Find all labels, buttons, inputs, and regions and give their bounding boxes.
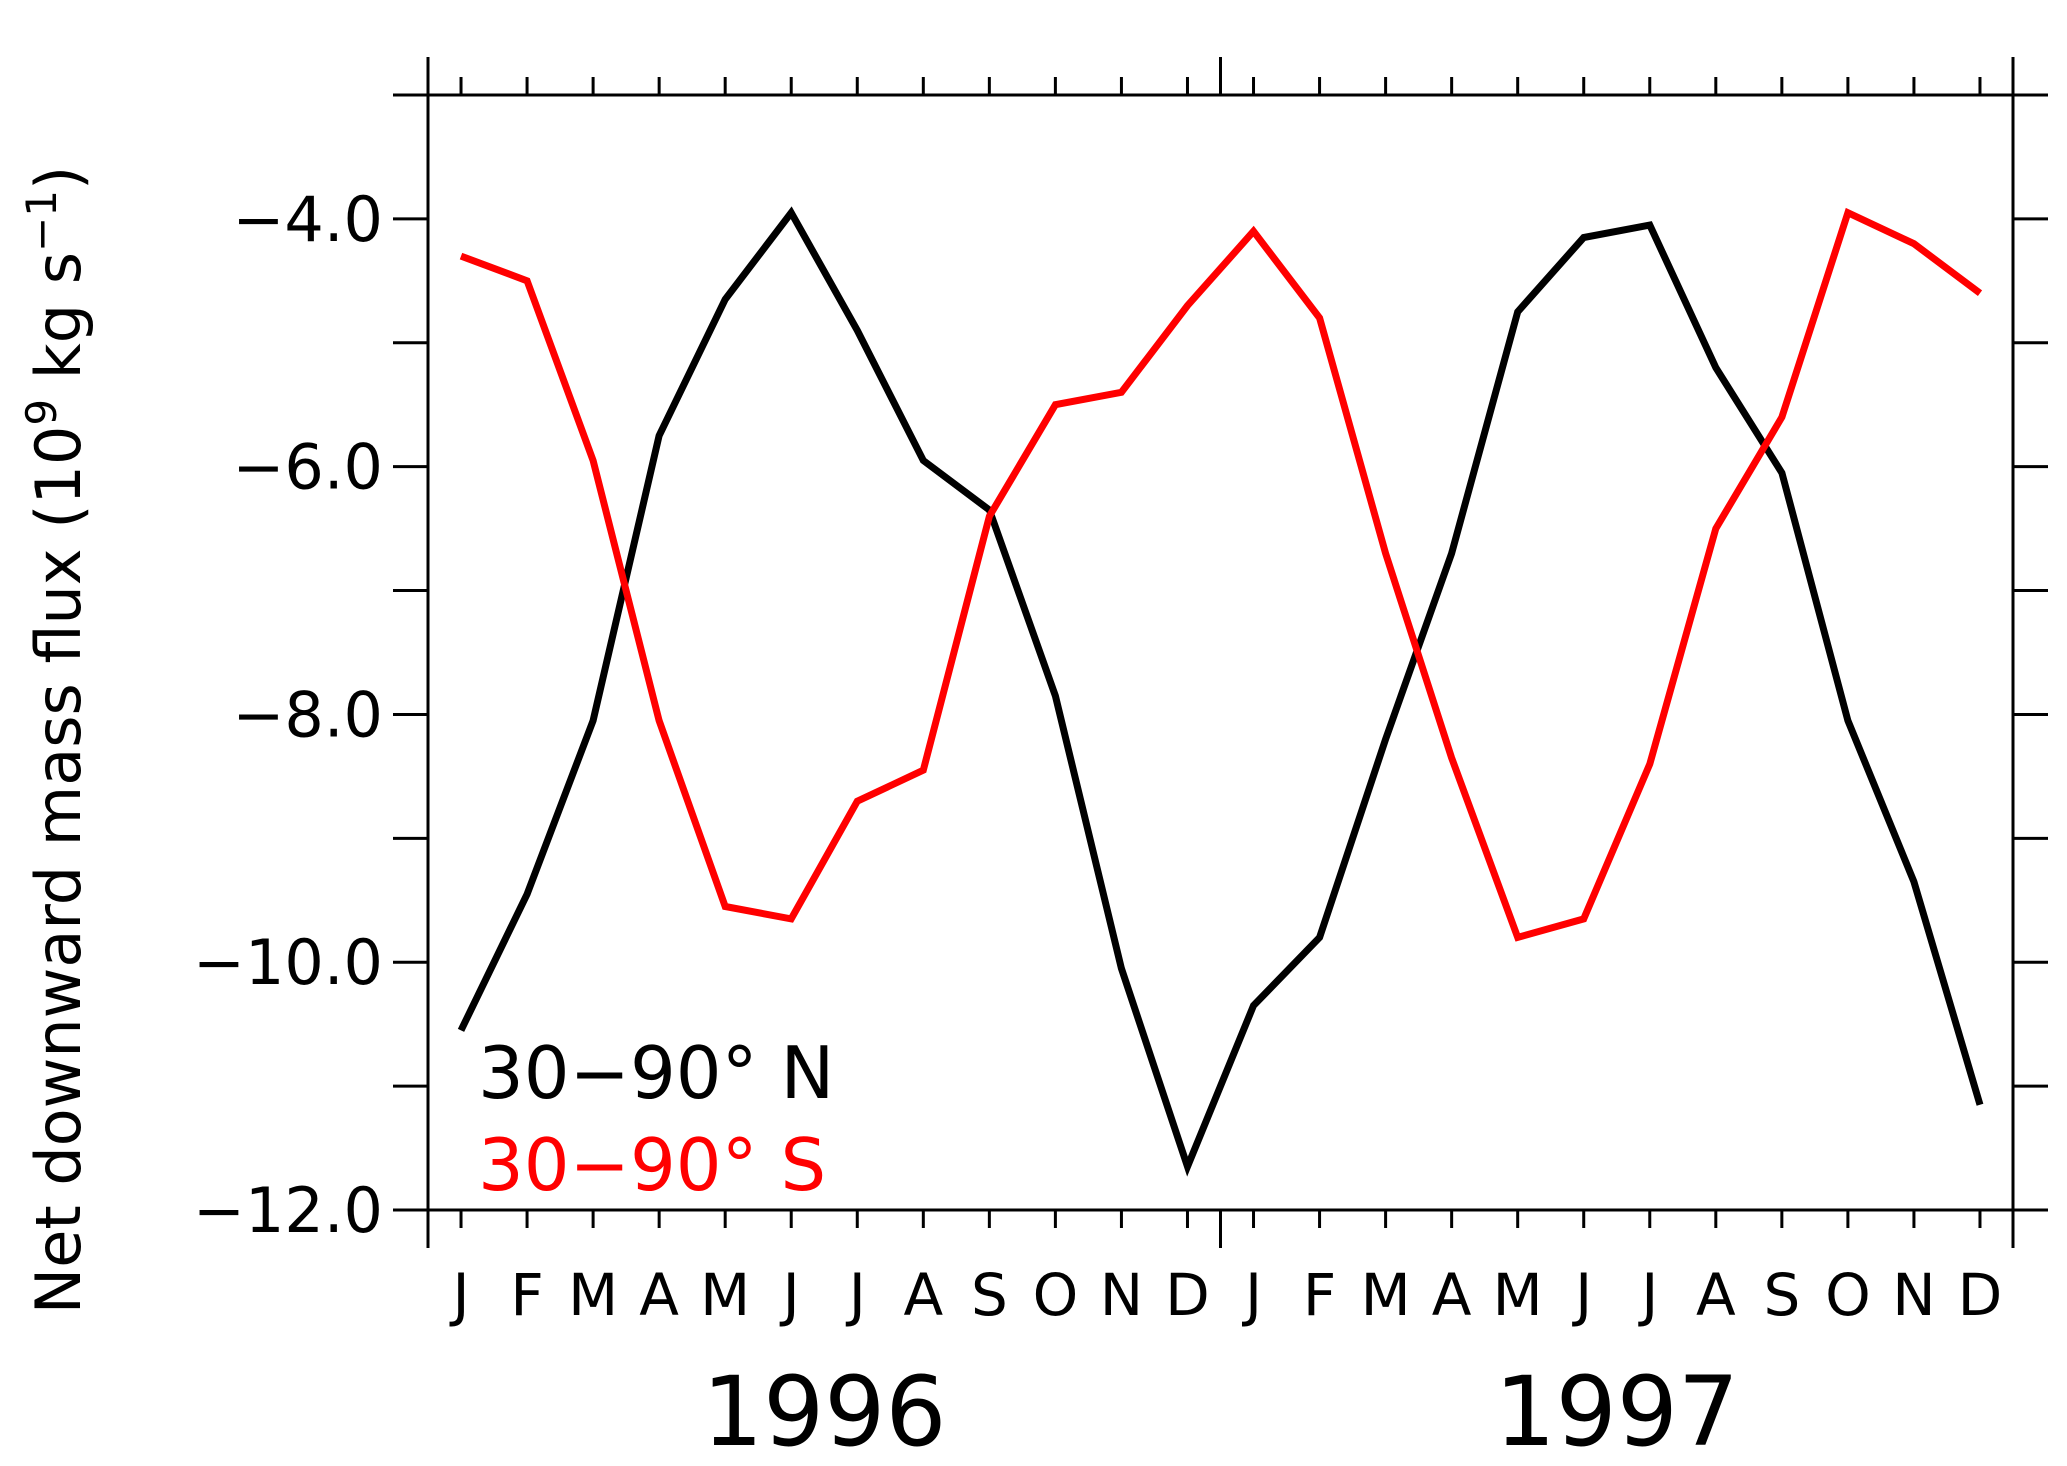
month-label: M [700,1261,750,1329]
month-label: O [1825,1261,1871,1329]
month-label: F [1303,1261,1336,1329]
x-axis-ticks [459,77,1982,1228]
month-label: O [1033,1261,1079,1329]
y-tick-label: −10.0 [193,926,383,999]
month-label: A [903,1261,943,1329]
y-axis-label-exponent-2: −1 [17,190,66,252]
month-label: S [1763,1261,1800,1329]
year-label: 1997 [1495,1356,1739,1466]
month-label: A [1696,1261,1736,1329]
month-label: M [568,1261,618,1329]
month-label: J [846,1261,866,1329]
month-label: N [1892,1261,1935,1329]
plot-frame [426,57,2015,1248]
legend: 30−90° N 30−90° S [478,1031,834,1207]
month-label: J [1572,1261,1592,1329]
legend-entry-north: 30−90° N [478,1031,834,1115]
y-tick-label: −6.0 [232,431,383,504]
y-axis-label-exponent: 9 [17,399,66,426]
legend-entry-south: 30−90° S [478,1123,826,1207]
month-label: J [449,1261,469,1329]
series-line-south [459,207,1983,942]
month-label: M [1493,1261,1543,1329]
month-label: J [780,1261,800,1329]
month-label: F [510,1261,543,1329]
month-label: M [1361,1261,1411,1329]
x-axis-year-labels: 1996 1997 [702,1356,1739,1466]
month-label: A [1432,1261,1472,1329]
y-axis-label-main: Net downward mass flux (10 [22,426,95,1315]
y-axis-label-close: ) [22,166,95,190]
series-line-north [457,206,1984,1177]
y-tick-label: −12.0 [193,1174,383,1247]
y-axis-label: Net downward mass flux (109 kg s−1) [17,166,95,1314]
month-label: D [1958,1261,2003,1329]
month-label: N [1100,1261,1143,1329]
y-axis-ticks [393,93,2048,1212]
month-label: J [1242,1261,1262,1329]
y-axis-tick-labels: −4.0 −6.0 −8.0 −10.0 −12.0 [193,183,383,1247]
month-label: J [1638,1261,1658,1329]
y-tick-label: −4.0 [232,183,383,256]
month-label: S [971,1261,1008,1329]
y-axis-label-units: kg s [22,252,95,399]
year-label: 1996 [702,1356,946,1466]
month-label: D [1165,1261,1210,1329]
month-label: A [639,1261,679,1329]
series-lines [457,206,1984,1177]
y-tick-label: −8.0 [232,678,383,751]
